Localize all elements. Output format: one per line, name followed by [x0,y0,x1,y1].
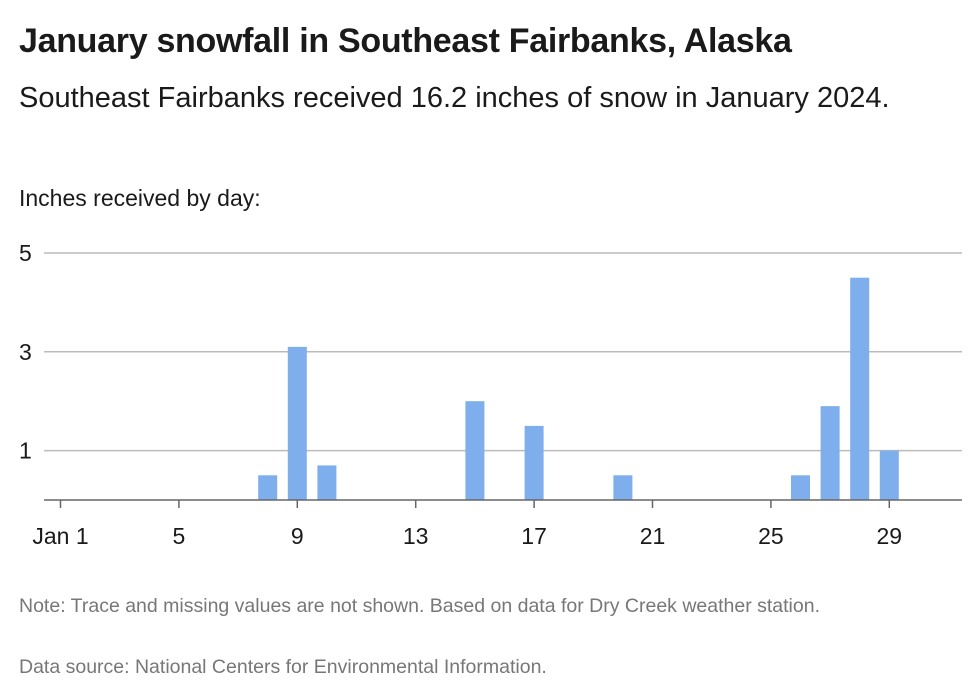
chart-title: January snowfall in Southeast Fairbanks,… [19,22,792,60]
bar-day-20 [613,475,633,500]
chart-note: Note: Trace and missing values are not s… [19,595,820,617]
bar-day-26 [791,475,810,500]
y-tick-label: 3 [19,339,32,365]
x-tick-label: 9 [291,523,304,549]
y-axis-label: Inches received by day: [19,185,261,211]
bar-day-9 [287,346,307,500]
bar-day-17 [524,425,544,500]
x-tick-label: Jan 1 [32,523,88,549]
bar-day-29 [879,450,899,500]
data-source: Data source: National Centers for Enviro… [19,656,547,678]
y-tick-label: 1 [19,438,32,464]
x-tick-label: 21 [640,523,666,549]
bar-day-28 [850,277,870,500]
bar-day-10 [317,465,337,500]
x-axis: Jan 1 5 9 13 17 21 25 29 [32,499,962,549]
gridlines: 1 3 5 [19,240,962,464]
x-tick-label: 29 [877,523,903,549]
x-tick-label: 25 [758,523,784,549]
bar-day-27 [820,406,840,500]
chart-subtitle: Southeast Fairbanks received 16.2 inches… [19,82,890,114]
x-tick-label: 13 [403,523,429,549]
bars [258,277,899,500]
x-tick-label: 5 [173,523,186,549]
bar-day-8 [258,475,278,500]
y-tick-label: 5 [19,240,32,266]
bar-chart: 135 Jan 1 5 9 13 17 21 25 29 [19,240,962,549]
x-tick-label: 17 [521,523,547,549]
bar-day-15 [465,401,485,500]
